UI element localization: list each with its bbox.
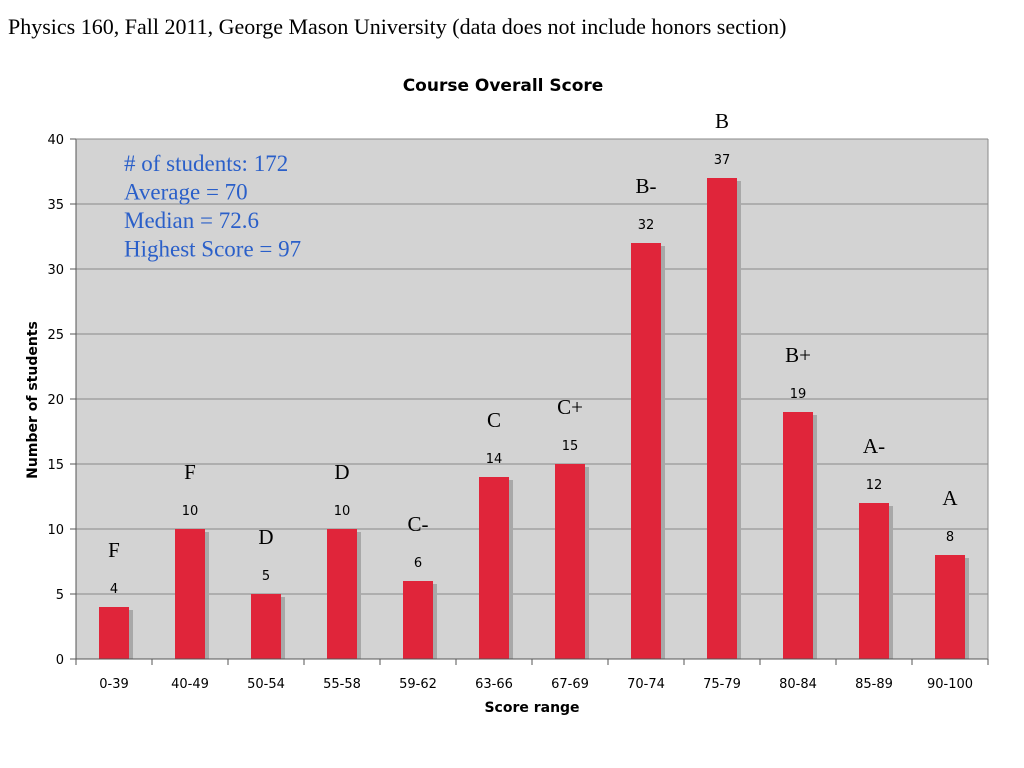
data-label: 5 [262,569,270,584]
bars [99,178,965,659]
page-title: Physics 160, Fall 2011, George Mason Uni… [8,14,787,39]
x-tick-label: 80-84 [779,677,817,692]
data-label: 32 [638,218,655,233]
bar [175,529,205,659]
y-tick-label: 10 [47,523,64,538]
bar [327,529,357,659]
data-label: 6 [414,556,422,571]
data-label: 12 [866,478,883,493]
grade-label: D [334,460,349,484]
y-tick-label: 35 [47,198,64,213]
y-tick-label: 25 [47,328,64,343]
bar [99,607,129,659]
x-tick-label: 85-89 [855,677,893,692]
x-tick-label: 90-100 [927,677,973,692]
stats-line: Median = 72.6 [124,208,259,233]
grade-label: B+ [785,343,811,367]
value-labels: 4 10 5 10 6 14 15 32 37 19 12 8 [110,153,954,597]
data-label: 8 [946,530,954,545]
x-tick-label: 70-74 [627,677,665,692]
grade-label: C [487,408,501,432]
data-label: 4 [110,582,118,597]
x-tick-label: 55-58 [323,677,361,692]
y-tick-labels: 0 5 10 15 20 25 30 35 40 [47,133,64,668]
data-label: 37 [714,153,731,168]
axes [75,138,989,665]
data-label: 10 [182,504,199,519]
x-tick-label: 67-69 [551,677,589,692]
grade-label: F [184,460,196,484]
x-tick-label: 0-39 [99,677,129,692]
grade-label: D [258,525,273,549]
y-tick-label: 30 [47,263,64,278]
x-tick-label: 59-62 [399,677,437,692]
bar [707,178,737,659]
bar [555,464,585,659]
y-axis-label: Number of students [25,321,41,479]
chart-title: Course Overall Score [403,76,604,96]
y-tick-label: 5 [56,588,64,603]
x-tick-label: 40-49 [171,677,209,692]
bar [403,581,433,659]
grade-label: B- [636,174,657,198]
y-tick-label: 0 [56,653,64,668]
bar [251,594,281,659]
grade-label: C+ [557,395,583,419]
x-tick-label: 50-54 [247,677,285,692]
grade-label: A [942,486,958,510]
bar [859,503,889,659]
x-tick-labels: 0-39 40-49 50-54 55-58 59-62 63-66 67-69 70-74 7… [99,677,973,692]
y-tick-label: 40 [47,133,64,148]
data-label: 15 [562,439,579,454]
bar [479,477,509,659]
data-label: 10 [334,504,351,519]
x-tick-label: 63-66 [475,677,513,692]
stats-line: Highest Score = 97 [124,237,301,262]
data-label: 14 [486,452,503,467]
stats-annotation: # of students: 172 Average = 70 Median = 7… [124,151,301,262]
bar [631,243,661,659]
grade-label: A- [863,434,885,458]
grade-labels: F F D D C- C C+ B- B B+ A- A [108,109,958,562]
grade-label: F [108,538,120,562]
data-label: 19 [790,387,807,402]
stats-line: Average = 70 [124,180,248,205]
y-tick-label: 15 [47,458,64,473]
bar [935,555,965,659]
grade-label: B [715,109,729,133]
grade-label: C- [408,512,429,536]
bar [783,412,813,659]
x-tick-label: 75-79 [703,677,741,692]
y-tick-label: 20 [47,393,64,408]
x-axis-label: Score range [484,700,579,716]
stats-line: # of students: 172 [124,151,288,176]
